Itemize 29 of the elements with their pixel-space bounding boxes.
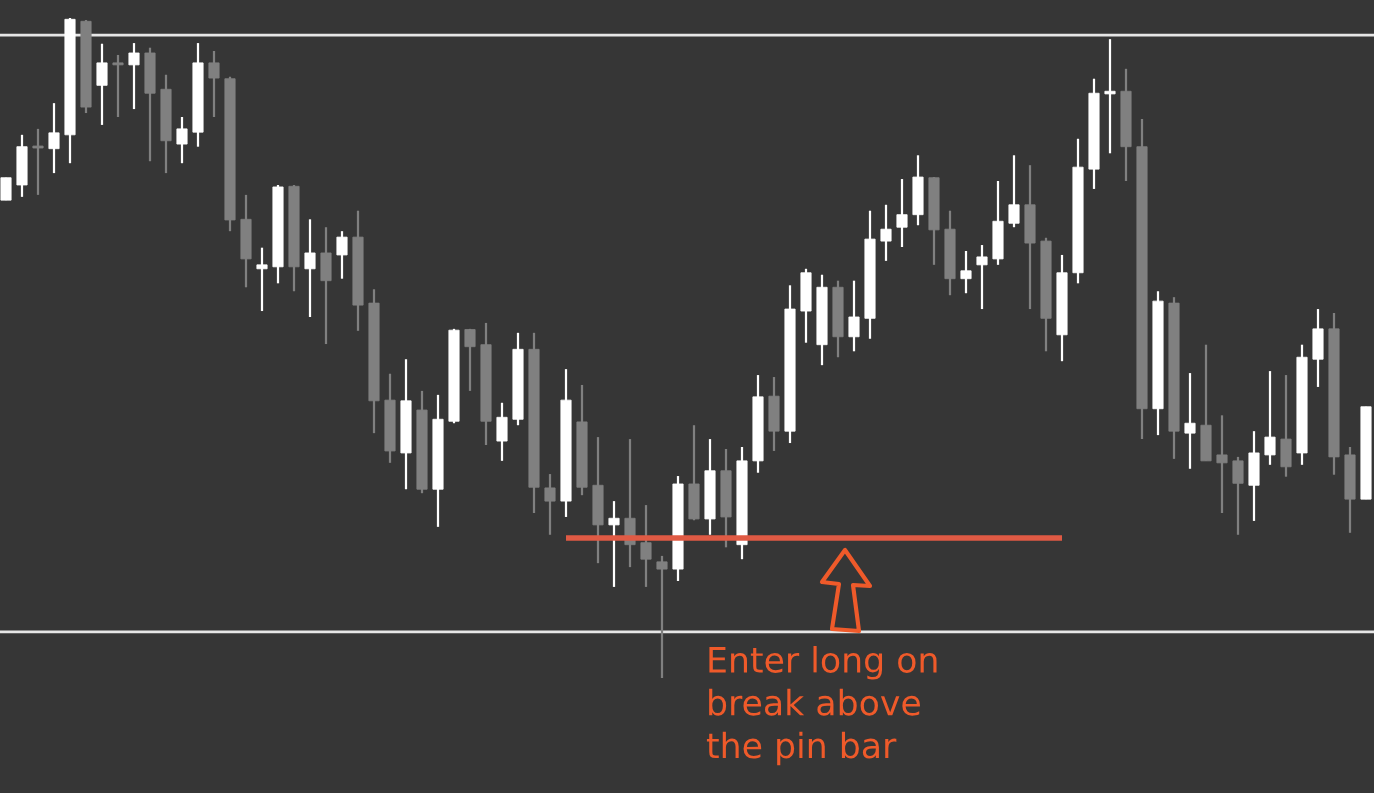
- candlestick: [336, 230, 348, 280]
- candlestick: [48, 102, 60, 175]
- candlestick: [880, 203, 892, 262]
- candlestick: [208, 49, 220, 119]
- candlestick: [96, 42, 108, 127]
- candlestick: [112, 53, 124, 119]
- candlestick: [256, 246, 268, 313]
- candlestick: [1232, 455, 1244, 536]
- candlestick: [1104, 38, 1116, 155]
- candlestick: [848, 279, 860, 353]
- candlestick: [656, 554, 668, 680]
- candlestick: [32, 127, 44, 196]
- candlestick: [544, 472, 556, 536]
- candlestick: [464, 327, 476, 393]
- candlestick: [1264, 369, 1276, 466]
- annotation: Enter long on break above the pin bar: [706, 646, 937, 766]
- candlestick: [1184, 371, 1196, 470]
- candlestick: [896, 177, 908, 249]
- candlestick: [1008, 154, 1020, 229]
- candlestick: [1216, 414, 1228, 515]
- candlestick: [640, 503, 652, 589]
- candlestick: [128, 41, 140, 111]
- candlestick: [496, 401, 508, 462]
- candlestick: [176, 115, 188, 165]
- candlestick: [976, 243, 988, 311]
- candlestick: [608, 500, 620, 589]
- candlestick: [304, 218, 316, 319]
- candlestick: [0, 176, 12, 202]
- candlestick: [960, 249, 972, 295]
